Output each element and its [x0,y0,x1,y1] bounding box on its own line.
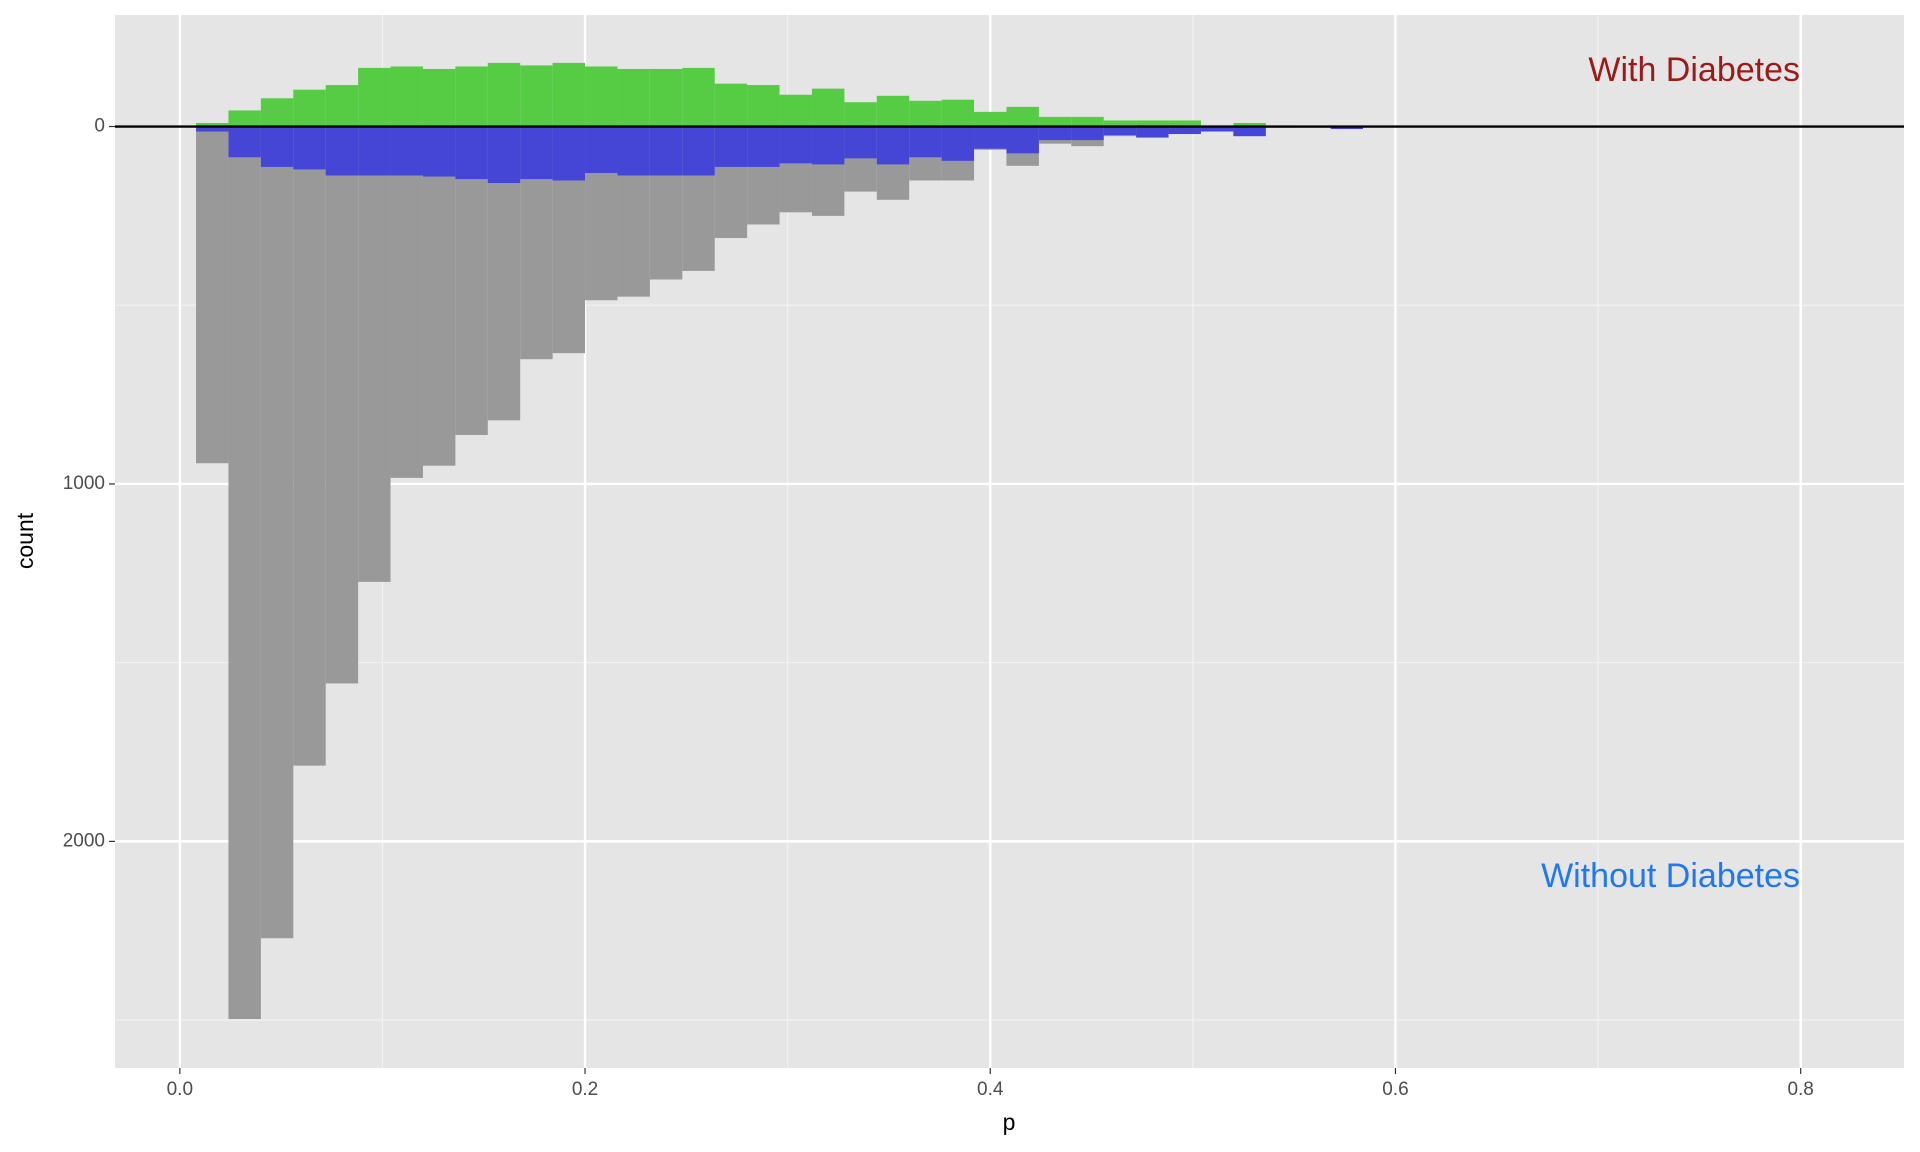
histogram-bar [714,83,748,127]
histogram-bar [422,68,456,127]
histogram-bar [1006,106,1039,127]
histogram-bar [682,67,715,127]
x-axis-title: p [1003,1109,1016,1135]
histogram-bar [196,126,229,132]
histogram-bar [325,85,359,127]
histogram-bar [358,67,391,127]
histogram-bar [1233,126,1266,137]
histogram-bar [811,88,845,127]
x-tick-label: 0.6 [1382,1079,1408,1100]
x-tick-label: 0.8 [1787,1079,1813,1100]
histogram-bar [520,65,553,127]
histogram-bar [747,126,780,167]
histogram-bar [1071,126,1104,141]
x-tick-label: 0.2 [572,1079,598,1100]
histogram-bar [487,126,521,183]
histogram-bar [487,62,521,127]
histogram-bar [714,126,748,167]
histogram-bar [1233,122,1266,127]
histogram-bar [974,111,1007,127]
histogram-bar [617,68,650,127]
histogram-bar [196,122,229,127]
histogram-bar [260,126,294,939]
histogram-bar [844,126,877,159]
y-tick-label: 2000 [63,830,105,851]
histogram-bar [260,98,294,127]
histogram-bar [1200,126,1234,132]
histogram-bar [390,66,423,127]
histogram-bar [682,126,715,176]
histogram-bar [325,126,359,684]
histogram-bar [196,126,229,464]
y-tick-label: 0 [94,116,105,137]
histogram-bar [455,66,488,127]
histogram-bar [747,85,780,127]
histogram-bar [228,126,261,158]
histogram-bar [779,94,812,127]
histogram-bar [552,126,586,181]
histogram-bar [422,126,456,177]
histogram-bar [455,126,488,180]
histogram-bar [390,126,423,478]
histogram-bar [941,99,975,127]
histogram-bar [1136,120,1169,127]
histogram-bar [1103,126,1137,136]
histogram-bar [585,126,618,173]
histogram-bar [228,110,261,127]
histogram-bar [876,126,910,165]
histogram-bar [974,126,1007,149]
histogram-bar [1168,126,1201,135]
annotation: Without Diabetes [1541,857,1800,895]
histogram-bar [358,126,391,176]
histogram-bar [390,126,423,176]
histogram-bar [1103,120,1137,127]
histogram-bar [779,126,812,164]
histogram-bar [260,126,294,167]
histogram-bar [1006,126,1039,154]
annotation: With Diabetes [1588,51,1800,89]
histogram-bar [941,126,975,161]
histogram-bar [844,102,877,127]
histogram-bar [552,62,586,127]
histogram-bar [1330,126,1364,130]
histogram-bar [649,126,683,176]
histogram-bar [293,126,326,170]
histogram-bar [325,126,359,176]
histogram-bar [293,126,326,766]
histogram-bar [909,126,942,158]
histogram-bar [358,126,391,582]
histogram-bar [617,126,650,176]
y-axis-title: count [12,512,38,569]
histogram-bar [228,126,261,1020]
x-tick-label: 0.4 [977,1079,1004,1100]
x-tick-label: 0.0 [167,1079,193,1100]
histogram-bar [1038,116,1072,127]
histogram-bar [1071,116,1104,127]
histogram-bar [1136,126,1169,138]
histogram-bar [649,68,683,127]
y-tick-label: 1000 [63,473,105,494]
histogram-bar [1168,120,1201,127]
histogram-bar [585,66,618,127]
histogram-bar [520,126,553,180]
histogram-bar [909,100,942,127]
histogram-bar [422,126,456,466]
histogram-bar [811,126,845,165]
histogram-bar [876,95,910,127]
histogram-bar [293,89,326,127]
histogram-bar [1038,126,1072,141]
